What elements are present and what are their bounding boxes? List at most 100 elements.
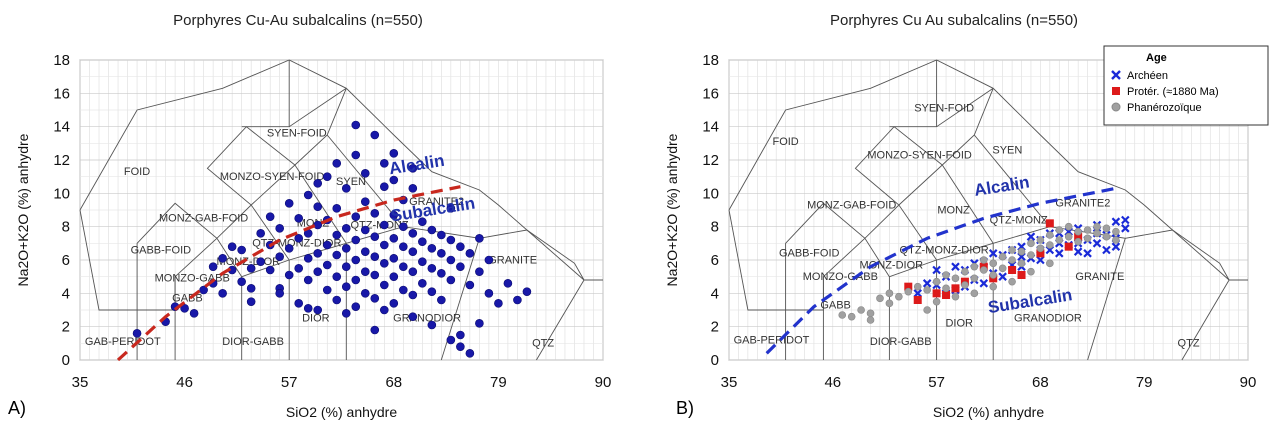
data-point [988, 249, 998, 258]
data-point [322, 172, 332, 181]
field-label: MONZO-GABB [803, 271, 878, 283]
field-boundary [854, 126, 943, 261]
data-point [1112, 236, 1120, 244]
data-point [427, 264, 437, 273]
field-label: QTZ-MONZ-DIOR [252, 238, 341, 250]
data-point [313, 249, 323, 258]
data-point [313, 179, 323, 188]
data-point [932, 289, 941, 298]
data-point [1017, 259, 1026, 268]
data-point [313, 267, 323, 276]
data-point [923, 306, 931, 314]
field-label: GABB-FOID [131, 244, 192, 256]
data-point [913, 289, 923, 298]
data-point [284, 199, 294, 208]
data-point [1093, 222, 1101, 231]
data-point [208, 262, 218, 271]
data-point [180, 304, 189, 313]
legend-item: Phanérozoïque [1127, 102, 1202, 114]
data-point [437, 249, 446, 258]
data-point [418, 237, 427, 246]
data-point [218, 289, 227, 298]
data-point [1026, 232, 1036, 241]
data-point [904, 287, 913, 296]
data-point [322, 240, 332, 250]
data-point [446, 335, 456, 345]
data-point [847, 312, 856, 321]
field-boundary [889, 87, 994, 128]
data-point [942, 271, 950, 279]
data-point [1073, 247, 1083, 256]
legend-item: Archéen [1127, 70, 1168, 82]
data-point [399, 242, 408, 251]
field-label: QTZ [532, 338, 554, 350]
field-boundary [479, 229, 603, 281]
data-point [427, 320, 437, 330]
data-point [379, 159, 389, 168]
data-point [951, 262, 960, 271]
data-point [1046, 241, 1054, 249]
data-point [360, 225, 370, 235]
data-point [857, 306, 865, 314]
x-tick-label: 68 [1032, 374, 1049, 391]
data-point [437, 269, 446, 278]
field-boundary [206, 126, 296, 261]
data-point [341, 184, 351, 193]
data-point [1017, 271, 1026, 279]
field-label: QTZ-MONZ [990, 214, 1048, 226]
field-label: SYEN-FOID [914, 103, 974, 115]
data-point [332, 295, 342, 305]
data-point [1093, 229, 1101, 238]
field-boundary [1125, 229, 1248, 281]
data-point [456, 262, 465, 271]
field-label: SYEN-FOID [267, 128, 327, 140]
data-point [437, 230, 446, 240]
data-point [942, 291, 951, 299]
data-point [246, 284, 256, 293]
data-point [1045, 219, 1054, 228]
data-point [1054, 249, 1064, 258]
data-point [332, 230, 342, 240]
data-point [970, 274, 979, 283]
data-point [456, 242, 465, 251]
data-point [360, 267, 370, 276]
data-point [979, 266, 988, 274]
data-point [227, 242, 237, 251]
data-point [866, 309, 875, 318]
data-point [437, 295, 446, 305]
data-point [1064, 222, 1073, 231]
data-point [189, 309, 199, 318]
legend-box [1103, 45, 1269, 126]
y-tick-label: 2 [711, 319, 719, 336]
data-point [484, 289, 494, 298]
data-point [399, 285, 408, 295]
data-point [370, 325, 380, 335]
data-point [932, 265, 941, 275]
data-point [1036, 244, 1045, 253]
data-point [351, 275, 361, 285]
y-tick-label: 10 [53, 185, 70, 202]
data-point [341, 262, 351, 271]
data-point [885, 299, 894, 308]
data-point [379, 259, 389, 268]
data-point [360, 289, 370, 298]
data-point [446, 255, 456, 265]
data-point [408, 290, 418, 300]
data-point [904, 282, 913, 291]
data-point [998, 252, 1007, 261]
data-point [1074, 232, 1083, 241]
data-point [360, 247, 370, 256]
data-point [427, 244, 437, 253]
data-point [341, 224, 351, 233]
data-point [237, 245, 246, 255]
field-boundary [941, 164, 994, 244]
data-point [1112, 227, 1120, 236]
data-point [923, 286, 931, 294]
data-point [408, 164, 418, 173]
data-point [1064, 232, 1073, 241]
x-tick-label: 68 [385, 374, 402, 391]
data-point [1083, 249, 1092, 258]
x-tick-label: 35 [72, 374, 89, 391]
data-point [951, 274, 960, 283]
